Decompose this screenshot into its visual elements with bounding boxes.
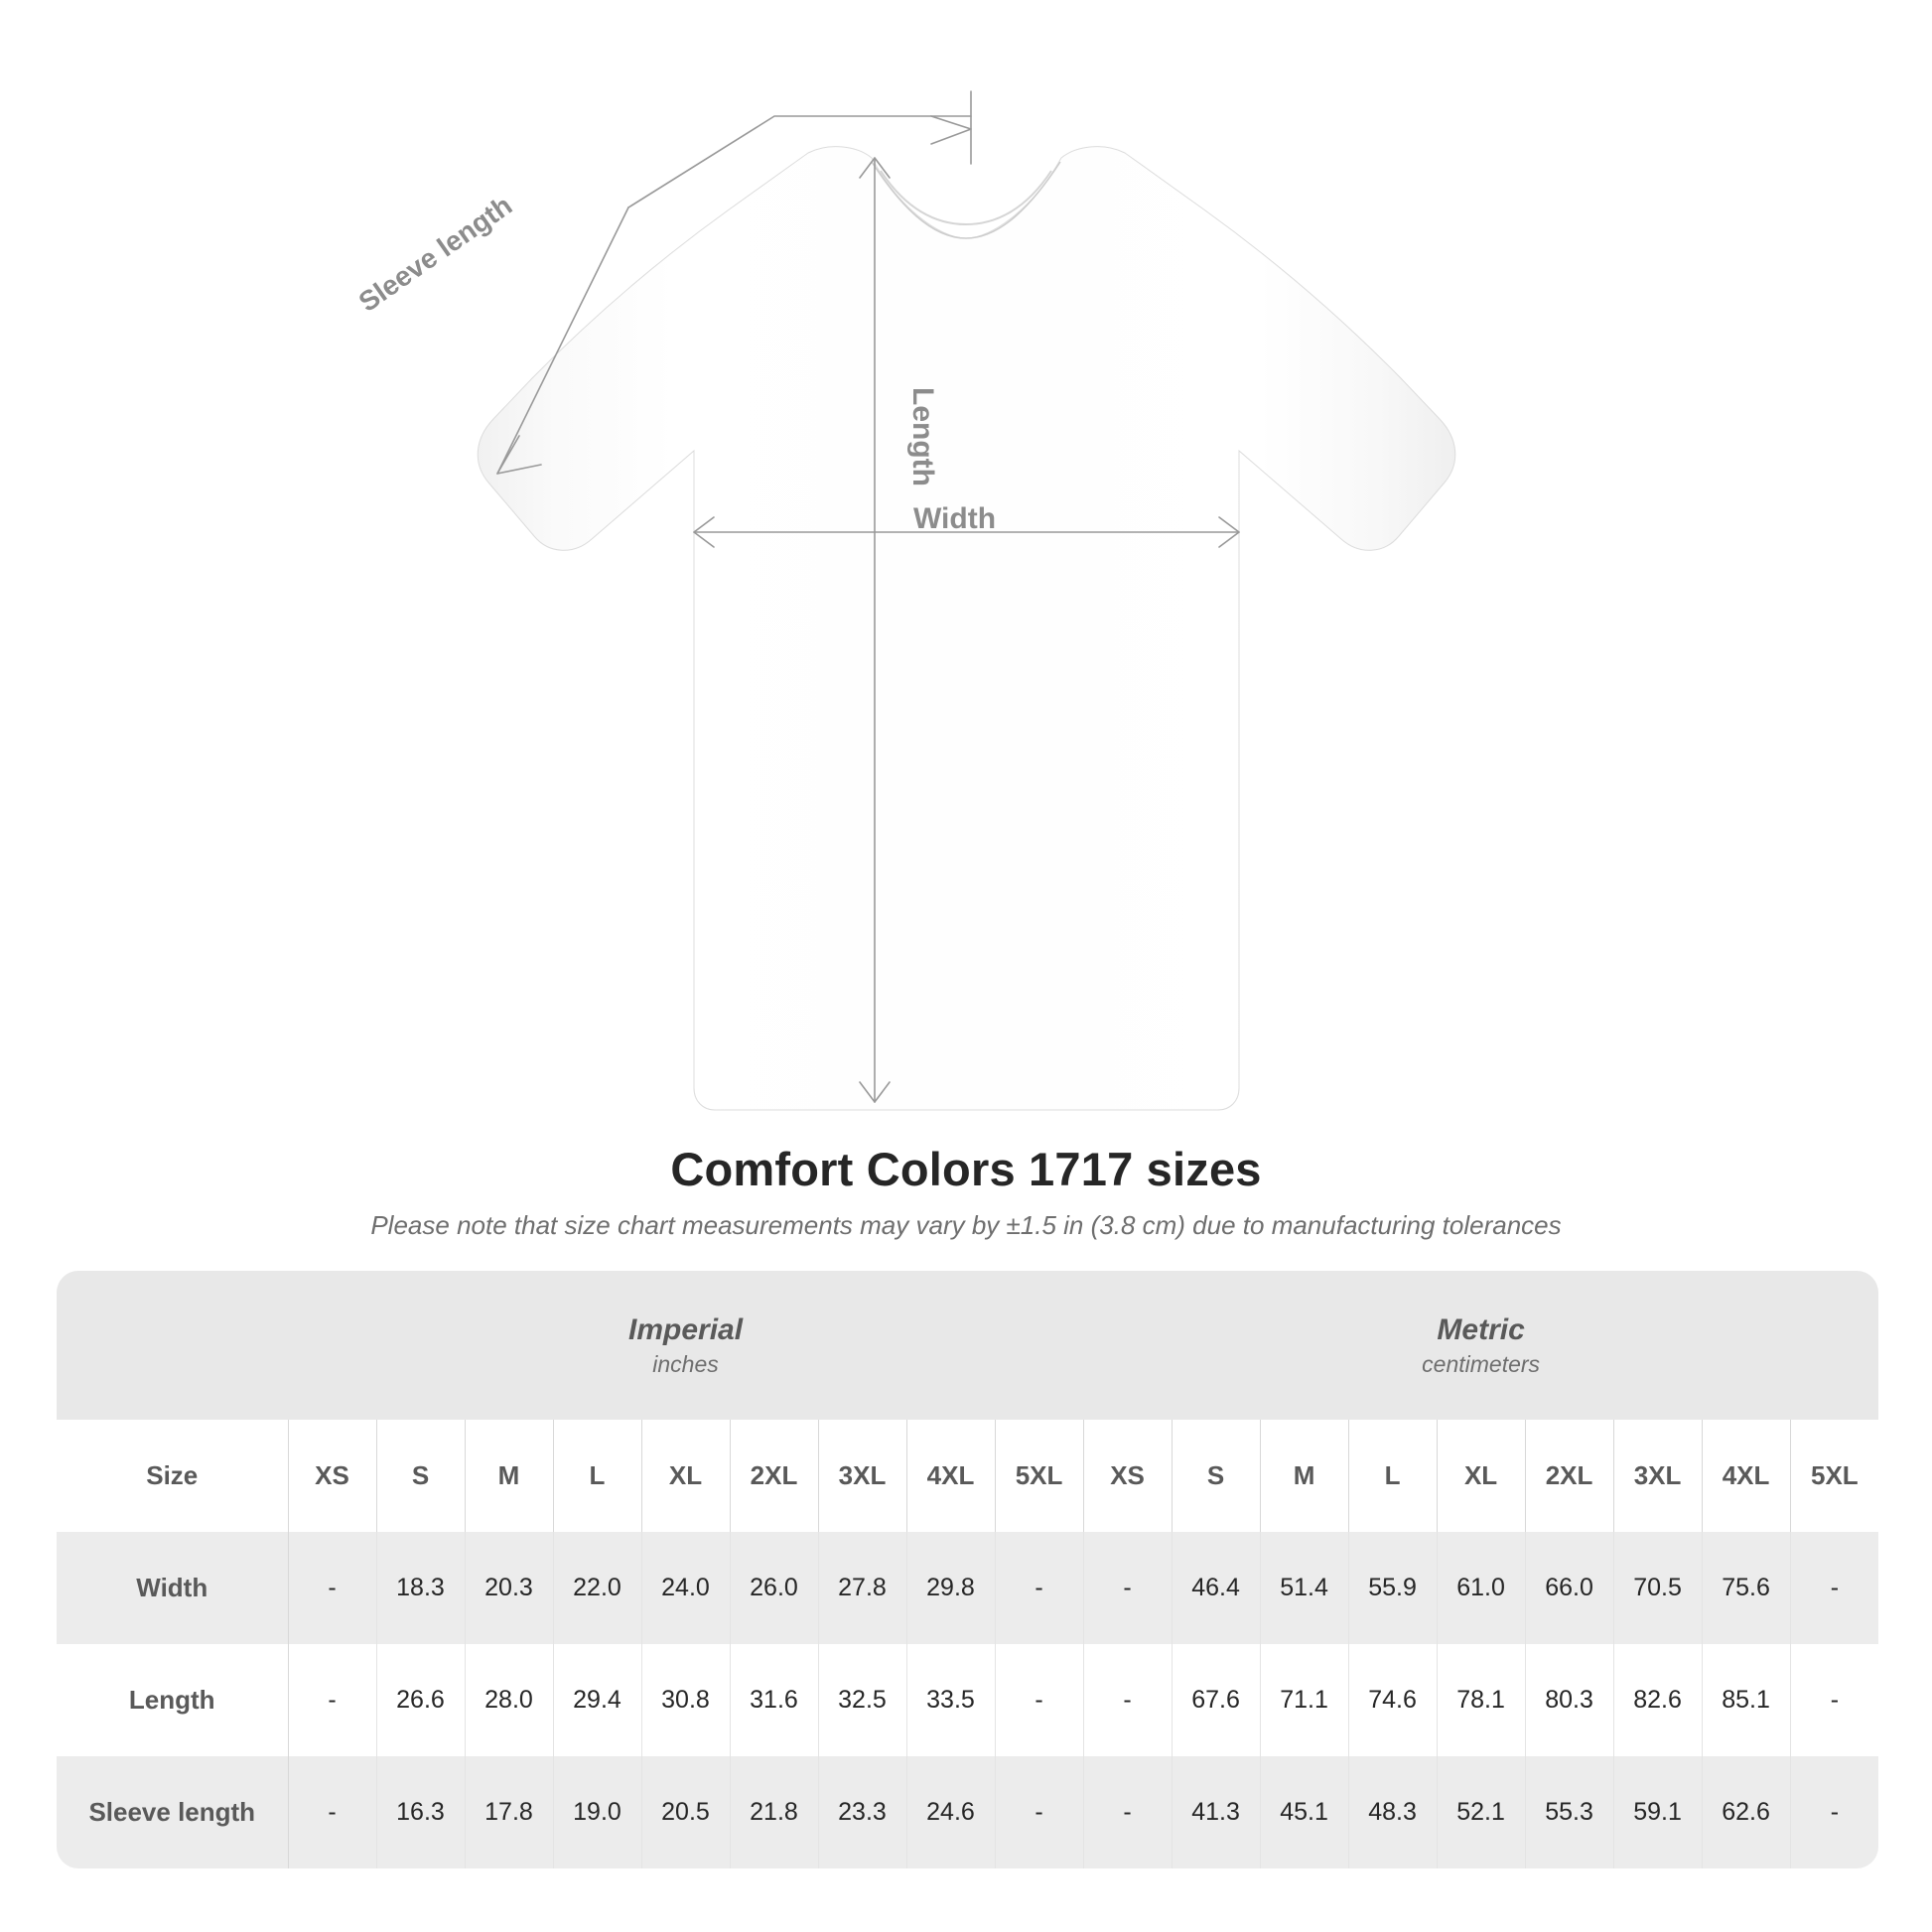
svg-text:Width: Width [913, 502, 996, 535]
svg-text:Sleeve length: Sleeve length [353, 190, 518, 318]
svg-text:Length: Length [906, 387, 939, 486]
